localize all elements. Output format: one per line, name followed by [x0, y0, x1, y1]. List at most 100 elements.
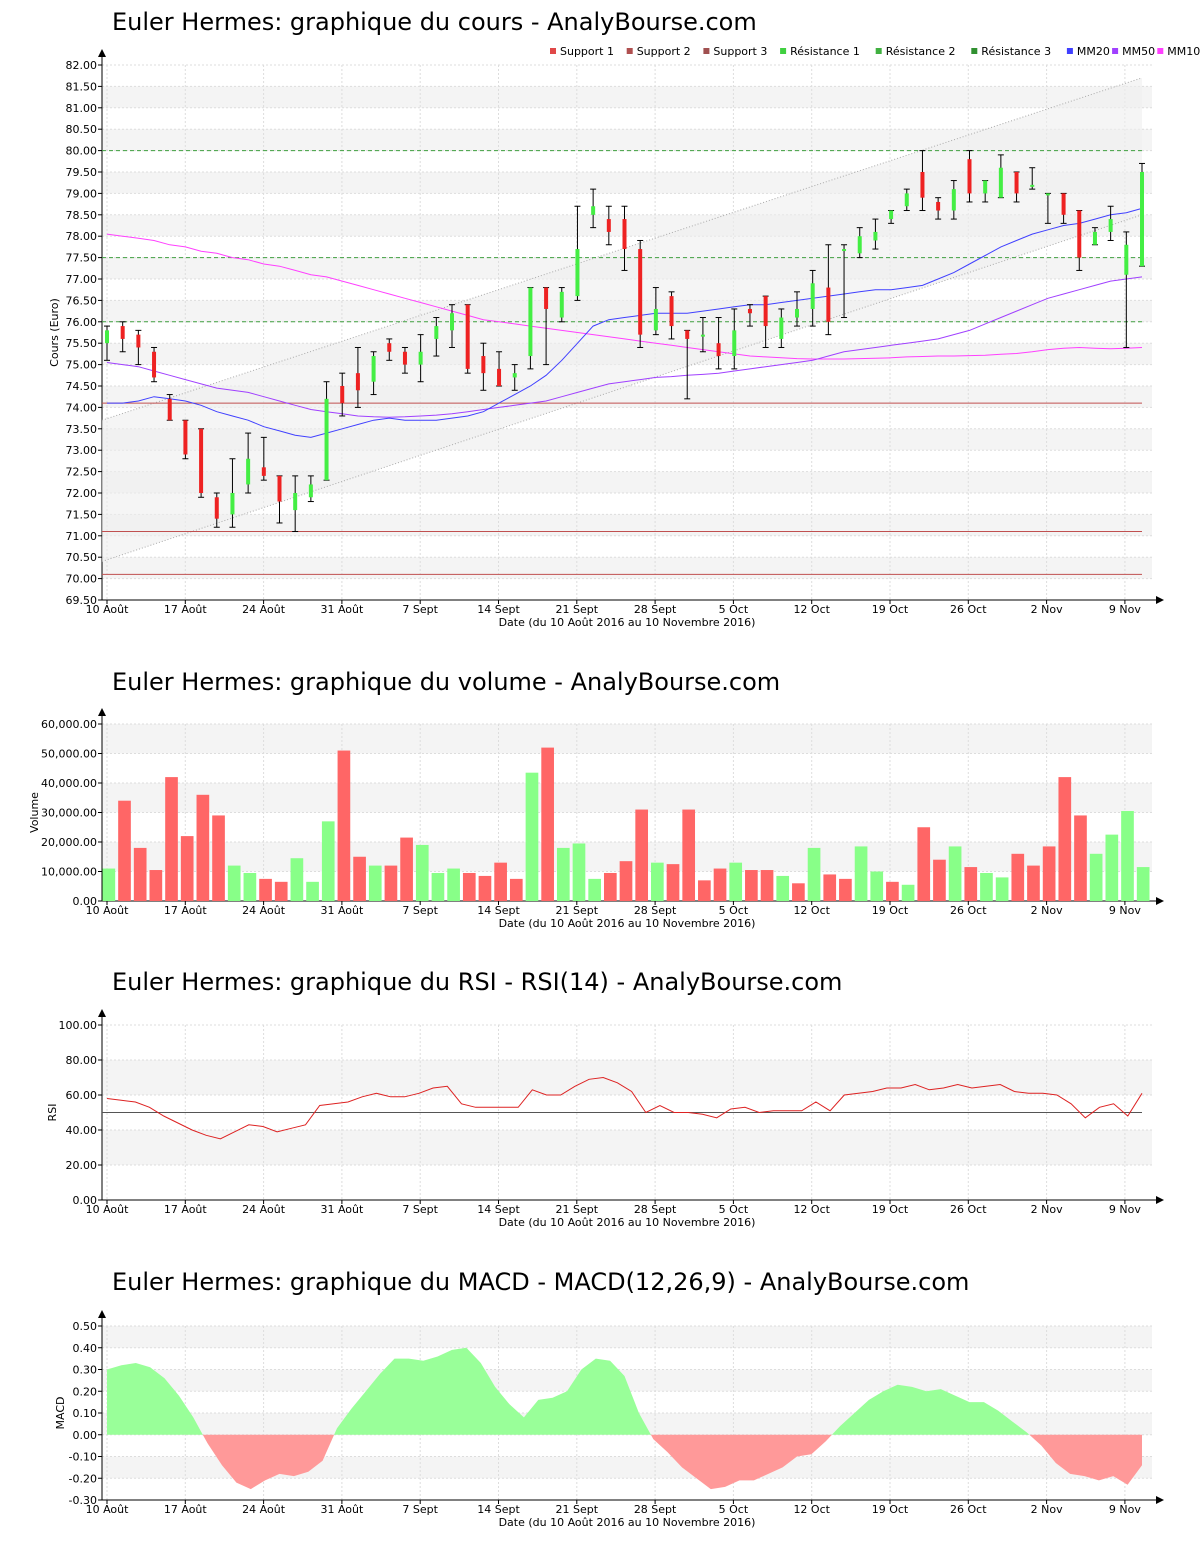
candle-body: [998, 167, 1003, 198]
candle-body: [402, 351, 407, 365]
trend-channel: [102, 77, 1142, 562]
legend-label: MM20: [1077, 45, 1110, 58]
volume-bar: [886, 881, 899, 901]
candle-body: [1140, 172, 1144, 267]
candle: [370, 351, 377, 396]
candle-body: [199, 428, 204, 493]
y-tick-label: 74.50: [66, 380, 98, 393]
volume-chart: 0.00 10,000.00 20,000.00 30,000.00 40,000.00…: [28, 708, 1164, 930]
candle-body: [277, 475, 282, 502]
candle: [966, 150, 973, 203]
volume-bar: [180, 836, 194, 901]
candle: [151, 346, 158, 383]
candle: [1029, 167, 1036, 190]
x-tick-label: 5 Oct: [719, 1503, 749, 1516]
x-tick-label: 17 Août: [164, 1203, 208, 1216]
volume-bar: [306, 881, 319, 901]
macd-positive-area: [831, 1384, 1030, 1435]
candle: [417, 334, 424, 383]
volume-bar: [823, 874, 837, 901]
candle: [135, 329, 142, 366]
x-tick-label: 21 Sept: [556, 904, 599, 917]
candle: [762, 295, 769, 348]
candle-body: [685, 330, 690, 339]
price-chart-panel: Euler Hermes: graphique du cours - Analy…: [0, 0, 1200, 640]
y-tick-label: 20,000.00: [41, 836, 97, 849]
legend-swatch: [703, 48, 710, 54]
chart-title: Euler Hermes: graphique du MACD - MACD(1…: [112, 1268, 970, 1296]
candle-body: [889, 210, 894, 220]
y-tick-label: 76.00: [66, 316, 98, 329]
x-tick-label: 9 Nov: [1109, 1203, 1141, 1216]
y-tick-label: 77.00: [66, 273, 98, 286]
x-tick-label: 12 Oct: [793, 1203, 830, 1216]
legend-item: Support 3: [703, 45, 767, 58]
volume-bar: [384, 865, 398, 901]
x-tick-label: 28 Sept: [634, 1503, 677, 1516]
volume-bar: [698, 880, 711, 901]
candle: [354, 346, 361, 408]
volume-bar: [321, 821, 335, 901]
x-axis-arrow: [1156, 897, 1164, 905]
y-axis-label: RSI: [46, 1104, 59, 1122]
volume-bar: [149, 870, 163, 901]
x-tick-label: 2 Nov: [1031, 904, 1063, 917]
volume-bar: [431, 872, 445, 901]
x-axis-label: Date (du 10 Août 2016 au 10 Novembre 201…: [499, 917, 756, 930]
candle: [401, 346, 408, 374]
volume-bar: [556, 847, 570, 901]
y-tick-label: -0.10: [69, 1451, 97, 1464]
x-tick-label: 14 Sept: [477, 1503, 520, 1516]
volume-bar: [745, 870, 758, 901]
grid-band: [102, 783, 1152, 813]
candle-body: [544, 287, 549, 309]
legend-swatch: [550, 48, 556, 54]
y-tick-label: 80.50: [66, 123, 98, 136]
x-axis-arrow: [1156, 1496, 1164, 1504]
y-tick-label: 76.50: [66, 294, 98, 307]
volume-bar: [400, 837, 413, 901]
volume-bar: [603, 872, 617, 901]
y-axis-label: Cours (Euro): [48, 298, 61, 367]
candle-body: [230, 493, 235, 515]
rsi-chart: 0.00 20.00 40.00 60.00 80.00 100.00 10 Août 17 …: [46, 1009, 1164, 1229]
candle: [558, 287, 565, 323]
volume-bar: [666, 864, 680, 901]
volume-bar: [980, 872, 993, 901]
candle: [731, 308, 738, 370]
candle-body: [308, 484, 313, 498]
candle: [903, 188, 910, 212]
candle: [213, 492, 220, 528]
x-tick-label: 5 Oct: [719, 904, 749, 917]
volume-bar: [368, 865, 382, 901]
candle-body: [418, 351, 423, 365]
legend-label: Support 2: [637, 45, 691, 58]
candle: [386, 338, 393, 361]
candle-body: [1061, 193, 1066, 215]
candle-body: [481, 356, 486, 374]
candle-body: [1077, 210, 1082, 258]
candle: [950, 180, 957, 220]
candle: [1139, 162, 1145, 267]
candle-body: [450, 313, 454, 331]
candle: [260, 436, 267, 481]
y-tick-label: -0.30: [69, 1494, 97, 1507]
candle-body: [528, 287, 533, 357]
legend-item: Résistance 3: [971, 45, 1051, 58]
x-tick-label: 26 Oct: [950, 904, 987, 917]
y-tick-label: 0.30: [73, 1364, 98, 1377]
y-tick-label: 78.00: [66, 230, 98, 243]
volume-bar: [337, 750, 351, 901]
y-tick-label: 0.00: [73, 1429, 98, 1442]
candle: [699, 317, 706, 353]
y-axis-arrow: [98, 708, 106, 716]
y-tick-label: 80.00: [66, 145, 98, 158]
x-tick-label: 26 Oct: [950, 603, 987, 616]
x-tick-label: 26 Oct: [950, 1503, 987, 1516]
x-tick-label: 2 Nov: [1031, 1203, 1063, 1216]
candle-body: [638, 249, 643, 335]
y-tick-label: 73.00: [66, 444, 98, 457]
volume-chart-panel: Euler Hermes: graphique du volume - Anal…: [0, 660, 1200, 940]
candle-body: [371, 356, 376, 382]
x-tick-label: 21 Sept: [556, 1203, 599, 1216]
